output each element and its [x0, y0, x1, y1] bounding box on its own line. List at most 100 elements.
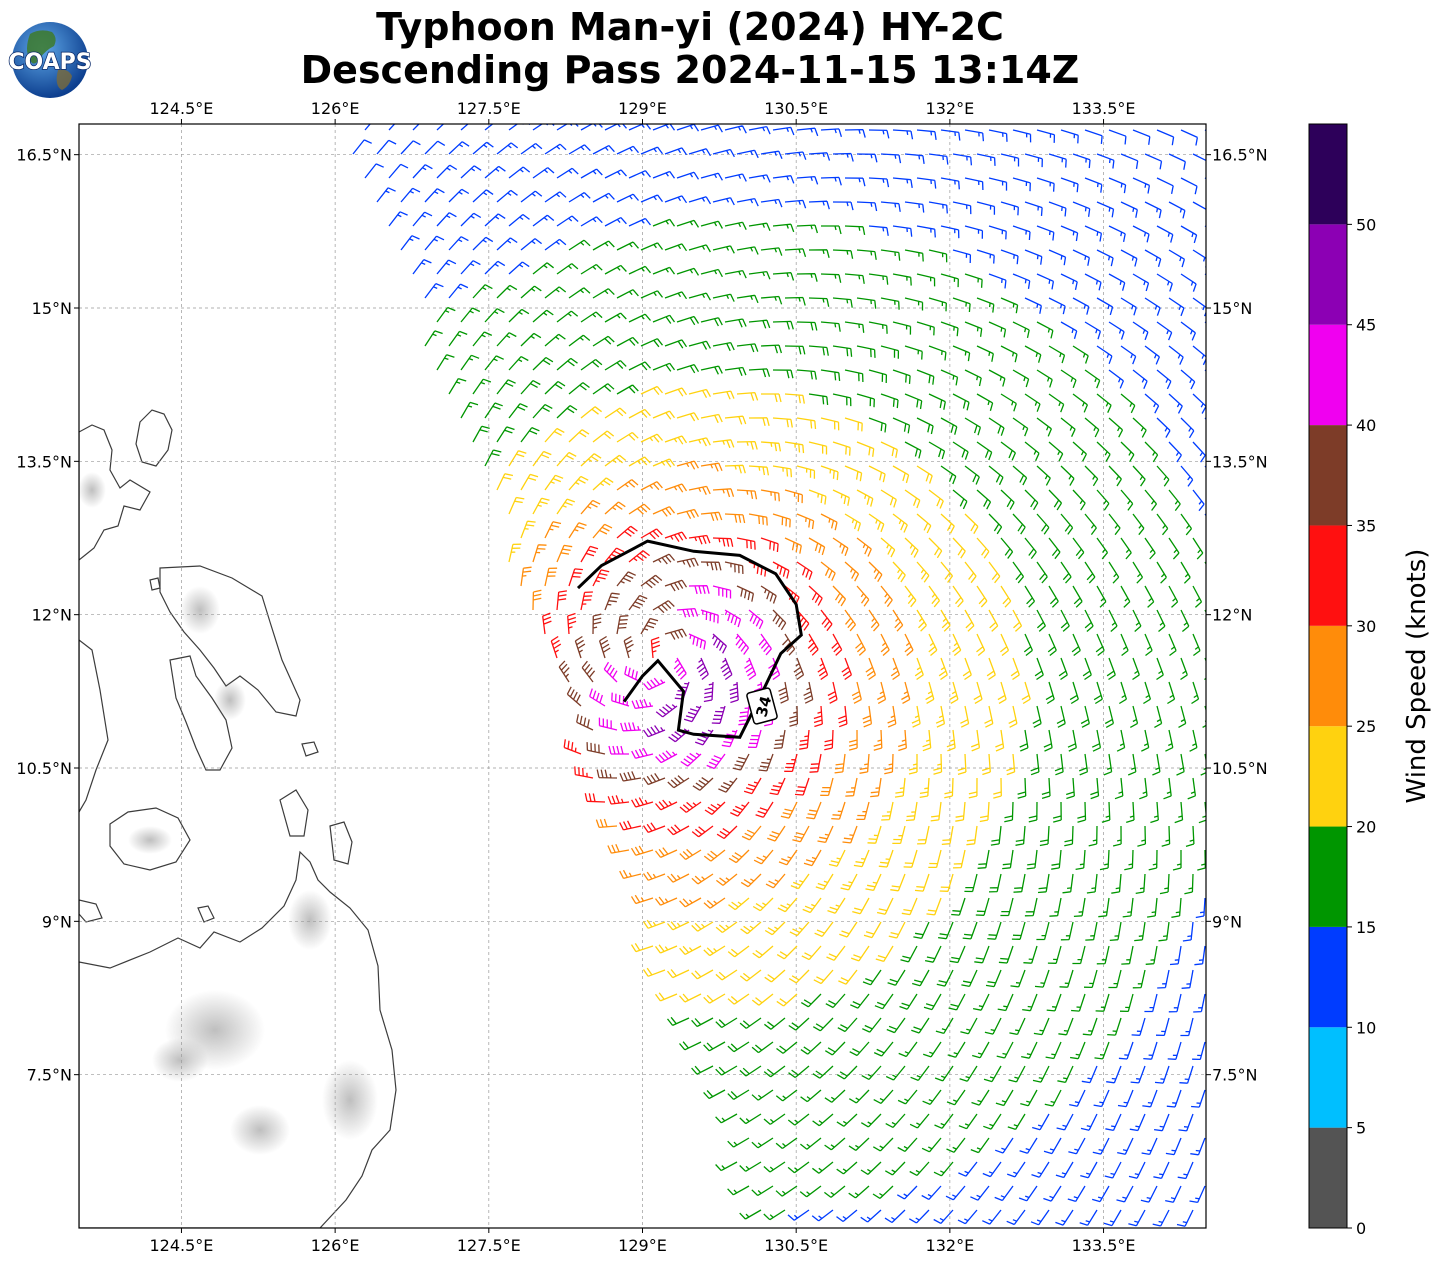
- wind-barb: [796, 127, 819, 137]
- wind-barb: [892, 513, 908, 533]
- wind-barb: [739, 1065, 762, 1077]
- wind-barb: [874, 993, 894, 1010]
- wind-barb: [789, 705, 799, 727]
- wind-barb: [1085, 921, 1098, 941]
- wind-barb: [820, 561, 836, 581]
- wind-barb: [1168, 441, 1182, 463]
- wind-barb: [604, 547, 625, 563]
- wind-barb: [712, 341, 735, 352]
- wind-barb: [1056, 1113, 1074, 1131]
- wind-barb: [1072, 441, 1087, 462]
- wind-barb: [782, 633, 796, 656]
- wind-barb: [580, 591, 593, 611]
- wind-barb: [1099, 849, 1110, 871]
- wind-barb: [970, 729, 981, 752]
- wind-barb: [884, 1209, 906, 1224]
- wind-barb: [917, 825, 930, 845]
- wind-barb: [496, 237, 518, 251]
- wind-barb: [472, 189, 494, 203]
- wind-barb: [683, 705, 702, 723]
- wind-barb: [568, 429, 590, 443]
- wind-barb: [424, 188, 445, 203]
- land-small-island-1: [79, 899, 103, 923]
- wind-barb: [1071, 633, 1081, 657]
- wind-barb: [676, 363, 700, 374]
- wind-barb: [619, 820, 642, 831]
- wind-barb: [909, 1113, 930, 1129]
- wind-barb: [652, 266, 676, 275]
- wind-barb: [388, 163, 409, 179]
- wind-barb: [1067, 729, 1077, 752]
- lat-tick-label: 7.5°N: [1212, 1066, 1257, 1085]
- wind-barb: [880, 441, 898, 458]
- wind-barb: [664, 291, 688, 300]
- wind-barb: [668, 728, 690, 743]
- wind-barb: [724, 415, 747, 425]
- wind-barb: [1192, 585, 1203, 608]
- wind-barb: [1132, 369, 1148, 389]
- wind-barb: [1072, 393, 1088, 413]
- wind-barb: [1120, 585, 1131, 608]
- wind-barb: [688, 633, 707, 650]
- wind-barb: [694, 729, 714, 746]
- wind-barb: [532, 404, 553, 419]
- wind-barb: [1024, 153, 1043, 168]
- wind-barb: [1026, 849, 1038, 870]
- wind-barb: [933, 1209, 954, 1224]
- wind-barb: [1057, 1065, 1074, 1084]
- wind-barb: [576, 714, 594, 731]
- wind-barb: [556, 498, 576, 515]
- wind-barb: [751, 1137, 774, 1149]
- wind-barb: [631, 797, 654, 808]
- wind-barb: [664, 579, 688, 592]
- wind-barb: [752, 897, 774, 912]
- wind-barb: [875, 945, 894, 963]
- wind-barb: [952, 153, 973, 166]
- wind-barb: [935, 1017, 954, 1035]
- wind-barb: [740, 921, 762, 935]
- wind-barb: [777, 897, 798, 913]
- wind-barb: [1084, 129, 1103, 144]
- wind-barb: [460, 212, 482, 227]
- wind-barb: [1176, 753, 1185, 776]
- wind-barb: [703, 897, 726, 909]
- wind-barb: [642, 967, 666, 977]
- wind-barb: [1132, 177, 1151, 194]
- wind-barb: [1084, 177, 1103, 193]
- land-leyte: [169, 655, 233, 771]
- lat-tick-label: 13.5°N: [16, 452, 72, 471]
- wind-barb: [1032, 705, 1042, 728]
- wind-barb: [1012, 513, 1026, 535]
- wind-barb: [532, 262, 554, 275]
- wind-barb: [748, 222, 771, 232]
- wind-barb: [1000, 153, 1020, 167]
- wind-barb: [607, 843, 630, 854]
- wind-barb: [667, 921, 690, 931]
- wind-barb: [703, 681, 714, 703]
- wind-barb: [834, 753, 846, 774]
- terrain-shading: [79, 472, 378, 1155]
- wind-barb: [794, 777, 810, 796]
- wind-barb: [1012, 369, 1030, 388]
- wind-barb: [1060, 609, 1070, 632]
- wind-barb: [1056, 705, 1066, 728]
- wind-barb: [1132, 561, 1144, 584]
- wind-barb: [388, 124, 396, 131]
- wind-barb: [1037, 873, 1050, 894]
- wind-barb: [1132, 225, 1150, 243]
- wind-barb: [724, 561, 744, 575]
- wind-barb: [544, 567, 558, 587]
- lon-tick-label: 133.5°E: [1072, 1236, 1136, 1255]
- wind-barb: [1171, 897, 1182, 918]
- lon-tick-label: 129°E: [618, 1236, 667, 1255]
- wind-barb: [628, 550, 650, 563]
- wind-barb: [712, 197, 735, 206]
- wind-barb: [1012, 609, 1023, 632]
- wind-barb: [691, 921, 714, 932]
- wind-barb: [592, 288, 615, 299]
- wind-barb: [1004, 801, 1014, 823]
- wind-barb: [892, 177, 913, 189]
- wind-barb: [841, 657, 853, 681]
- wind-barb: [784, 296, 806, 306]
- lon-tick-label: 129°E: [618, 99, 667, 118]
